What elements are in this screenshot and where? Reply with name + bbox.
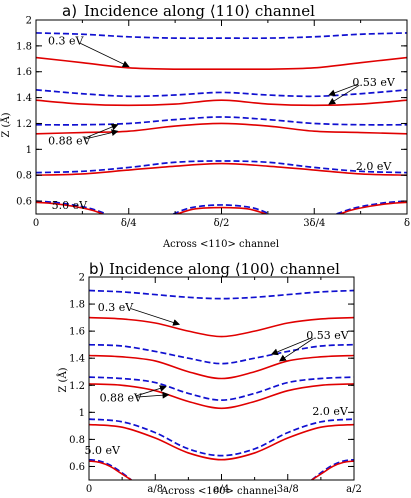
panel-a-plot: 0 δ/4 δ/2 3δ/4 δ 0.6 0.8 1 1.2 1.4 1.6 1.8 2 0.3 eV 0.… bbox=[16, 16, 410, 230]
panel-b-energy-arrow bbox=[130, 308, 181, 326]
panel-a-title: Incidence along ⟨110⟩ channel bbox=[84, 2, 315, 20]
panel-b-series-group bbox=[89, 289, 354, 480]
panel-b-letter: b) bbox=[89, 260, 104, 278]
panel-b-series-line-solid bbox=[89, 460, 132, 480]
panel-b-series-line-solid bbox=[311, 460, 354, 480]
panel-a-energy-label: 0.3 eV bbox=[48, 35, 85, 48]
panel-a-energy-label: 5.0 eV bbox=[52, 199, 89, 212]
panel-a-x-axis-label: Across <110> channel bbox=[162, 239, 279, 250]
panel-a-y-tick-label: 1.2 bbox=[16, 119, 32, 130]
panel-b-y-tick-label: 1 bbox=[79, 408, 85, 419]
panel-a-series-line-solid bbox=[339, 201, 407, 214]
panel-b-energy-arrow bbox=[270, 337, 313, 356]
panel-a-x-tick-label: 0 bbox=[33, 218, 39, 229]
panel-b-series-line-solid bbox=[89, 316, 354, 338]
panel-b-series-line-solid bbox=[89, 423, 354, 461]
panel-b-plot: 0 a/8 a/4 3a/8 a/2 0.6 0.8 1 1.2 1.4 1.6 1.8 2 0.3 eV… bbox=[69, 273, 362, 496]
panel-b-y-tick-label: 1.2 bbox=[69, 381, 85, 392]
panel-a-y-tick-label: 0.6 bbox=[16, 197, 32, 208]
panel-a-series-line-dashed bbox=[36, 200, 107, 214]
panel-b-y-tick-label: 2 bbox=[79, 273, 85, 284]
panel-b-x-axis-label: Across <100> channel bbox=[160, 486, 277, 497]
panel-b-title: Incidence along ⟨100⟩ channel bbox=[109, 260, 340, 278]
panel-b-energy-label: 0.53 eV bbox=[306, 329, 349, 342]
panel-a-series-line-solid bbox=[36, 56, 407, 71]
panel-a-x-tick-label: 3δ/4 bbox=[303, 218, 325, 229]
panel-a-series-line-dashed bbox=[36, 32, 407, 40]
panel-b-series-line-solid bbox=[89, 383, 354, 410]
panel-b-y-tick-label: 1.6 bbox=[69, 327, 85, 338]
panel-a-series-line-dashed bbox=[336, 200, 407, 214]
panel-a-energy-arrow bbox=[80, 42, 130, 68]
panel-a-energy-label: 2.0 eV bbox=[356, 160, 393, 173]
panel-a-energy-label: 0.53 eV bbox=[352, 76, 395, 89]
panel-b: b) Incidence along ⟨100⟩ channel 0 a/8 a/4… bbox=[57, 260, 362, 497]
panel-b-x-tick-label: a/8 bbox=[147, 484, 163, 495]
panel-a-series-line-dashed bbox=[36, 160, 407, 174]
panel-b-x-tick-label: a/2 bbox=[346, 484, 362, 495]
panel-b-energy-arrow bbox=[136, 391, 170, 399]
panel-b-y-tick-label: 0.6 bbox=[69, 462, 85, 473]
panel-b-series-line-dashed bbox=[89, 343, 354, 365]
panel-a-x-tick-label: δ/2 bbox=[214, 218, 230, 229]
panel-b-y-axis-label: Z (Å) bbox=[57, 367, 69, 392]
panel-b-x-tick-label: 0 bbox=[86, 484, 92, 495]
panel-b-energy-arrow bbox=[278, 338, 314, 362]
panel-a: a) Incidence along ⟨110⟩ channel 0 δ/4 δ/2… bbox=[0, 2, 410, 250]
panel-b-x-tick-label: a/4 bbox=[214, 484, 230, 495]
panel-a-series-line-solid bbox=[36, 201, 104, 214]
panel-a-y-tick-label: 1.8 bbox=[16, 41, 32, 52]
panel-a-series-line-solid bbox=[36, 99, 407, 107]
panel-a-y-tick-label: 2 bbox=[26, 16, 32, 27]
panel-a-series-line-dashed bbox=[36, 88, 407, 98]
panel-b-y-tick-label: 1.4 bbox=[69, 354, 85, 365]
panel-b-y-tick-label: 0.8 bbox=[69, 435, 85, 446]
panel-b-energy-label: 2.0 eV bbox=[312, 405, 349, 418]
panel-a-series-line-dashed bbox=[36, 116, 407, 126]
panel-b-energy-label: 0.88 eV bbox=[100, 391, 143, 404]
panel-a-energy-arrow bbox=[328, 84, 360, 105]
panel-a-series-group bbox=[36, 32, 407, 214]
panel-a-y-tick-label: 1.4 bbox=[16, 93, 32, 104]
panel-b-x-tick-label: 3a/8 bbox=[277, 484, 299, 495]
panel-b-series-line-dashed bbox=[89, 458, 132, 480]
panel-a-energy-label: 0.88 eV bbox=[48, 134, 91, 147]
panel-a-letter: a) bbox=[62, 2, 77, 20]
panel-a-y-tick-label: 1.6 bbox=[16, 67, 32, 78]
panel-a-energy-arrow bbox=[84, 123, 119, 139]
panel-b-energy-arrow bbox=[136, 385, 167, 397]
panel-a-series-line-solid bbox=[176, 206, 267, 214]
panel-b-series-line-dashed bbox=[311, 458, 354, 480]
panel-a-y-tick-label: 1 bbox=[26, 145, 32, 156]
panel-b-series-line-dashed bbox=[89, 418, 354, 457]
panel-a-y-axis-label: Z (Å) bbox=[0, 112, 12, 137]
panel-a-x-tick-label: δ bbox=[404, 218, 410, 229]
panel-b-y-tick-label: 1.8 bbox=[69, 300, 85, 311]
panel-b-series-line-solid bbox=[89, 354, 354, 380]
panel-a-energy-arrow bbox=[85, 129, 119, 140]
panel-b-series-line-dashed bbox=[89, 289, 354, 300]
panel-b-energy-label: 5.0 eV bbox=[85, 444, 122, 457]
panel-a-series-line-solid bbox=[36, 162, 407, 176]
panel-a-series-line-dashed bbox=[172, 204, 271, 214]
panel-a-series-line-solid bbox=[36, 122, 407, 135]
panel-b-series-line-dashed bbox=[89, 376, 354, 402]
panel-b-energy-label: 0.3 eV bbox=[98, 301, 135, 314]
panel-a-y-tick-label: 0.8 bbox=[16, 171, 32, 182]
panel-a-energy-arrow bbox=[328, 83, 359, 97]
panel-a-x-tick-label: δ/4 bbox=[121, 218, 137, 229]
